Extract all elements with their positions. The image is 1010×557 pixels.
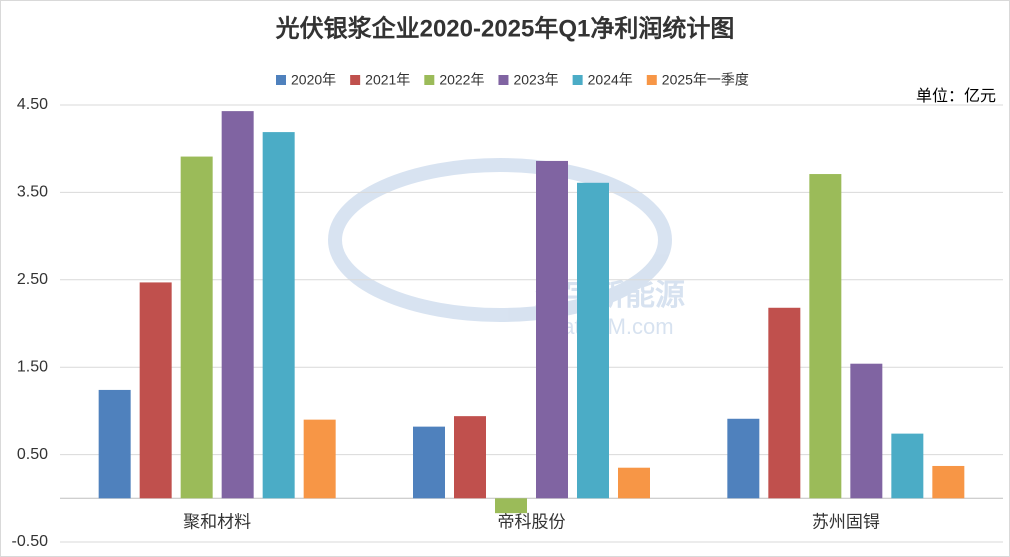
legend-label: 2023年 [513,72,558,88]
legend-label: 2021年 [365,72,410,88]
bar [768,307,801,499]
bar [618,467,650,499]
bar [413,426,445,499]
y-tick-label: 1.50 [17,358,48,375]
watermark-ring [328,158,672,322]
legend-swatch [424,75,435,85]
legend: 2020年 2021年 2022年 2023年 2024年 2025年一季度 [276,72,749,88]
bar [495,498,527,514]
bar [98,389,131,499]
x-tick-label: 聚和材料 [183,512,251,531]
bar [891,433,924,499]
bar [536,160,568,499]
y-tick-label: 0.50 [17,446,48,463]
bar [454,416,486,499]
bar [932,465,965,499]
legend-label: 2020年 [291,72,336,88]
x-tick-label: 帝科股份 [498,512,566,531]
legend-swatch [498,75,509,85]
chart-title: 光伏银浆企业2020-2025年Q1净利润统计图 [275,14,735,42]
legend-label: 2022年 [439,72,484,88]
legend-label: 2025年一季度 [662,72,749,88]
bar [262,132,295,499]
bar [850,363,883,499]
legend-swatch [350,75,361,85]
bar [577,182,609,499]
bar [180,156,213,499]
bar [139,282,172,499]
y-tick-label: 3.50 [17,184,48,201]
unit-label: 单位：亿元 [916,87,996,105]
x-tick-label: 苏州固锝 [812,512,880,531]
bar [221,111,254,499]
bar [727,418,760,499]
y-tick-label: -0.50 [12,533,49,550]
legend-label: 2024年 [588,72,633,88]
y-tick-label: 4.50 [17,96,48,113]
legend-swatch [276,75,286,85]
legend-swatch [572,75,583,85]
y-tick-label: 2.50 [17,271,48,288]
bar [809,174,842,499]
legend-swatch [646,75,657,85]
bar [303,419,336,499]
